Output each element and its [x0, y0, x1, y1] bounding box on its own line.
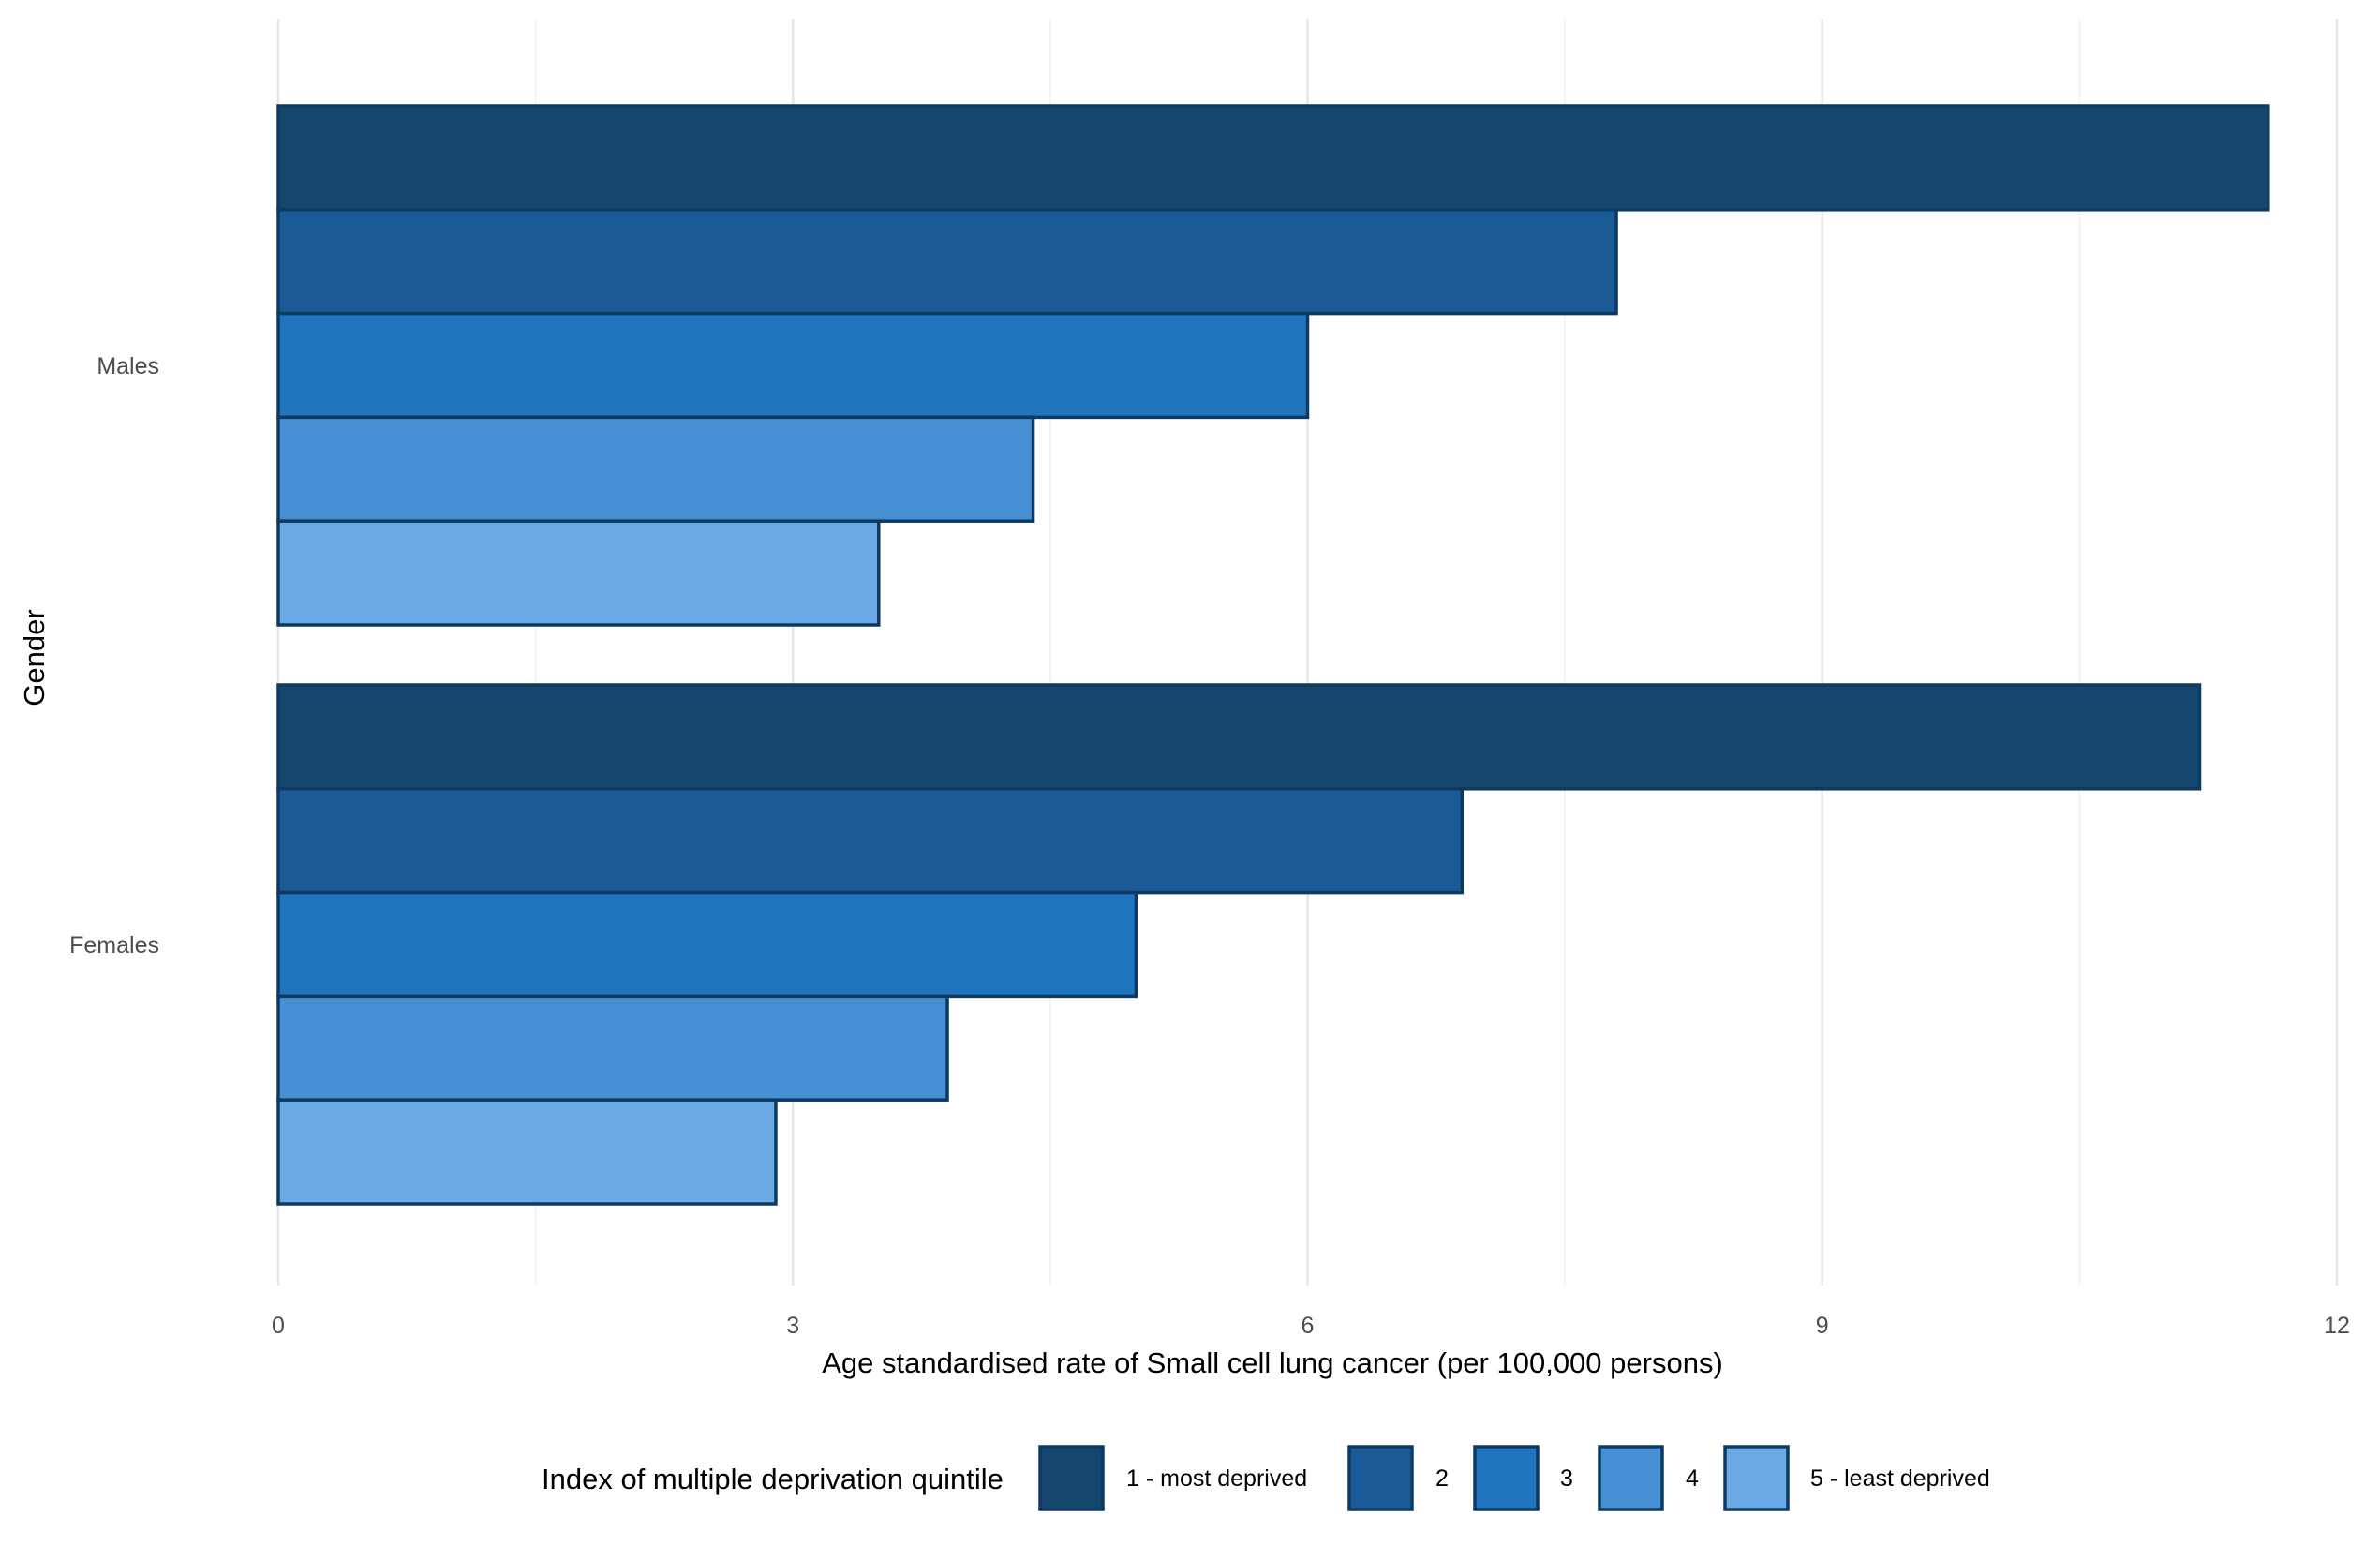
legend-key: [1347, 1445, 1414, 1511]
bar-females-1: [276, 683, 2202, 791]
bar-males-3: [276, 311, 1310, 420]
legend-key: [1473, 1445, 1540, 1511]
bar-males-5: [276, 519, 881, 627]
legend-label: 1 - most deprived: [1126, 1465, 1307, 1492]
bar-males-1: [276, 104, 2270, 212]
y-tick-labels: Males Females: [69, 353, 159, 959]
bar-group-females: [276, 683, 2202, 1206]
legend-items: 1 - most deprived 2 3 4 5 - least deprived: [1038, 1445, 1990, 1511]
legend-key: [1598, 1445, 1664, 1511]
legend-item: 2: [1347, 1445, 1449, 1511]
x-tick-label: 6: [1302, 1313, 1315, 1339]
legend-item: 5 - least deprived: [1723, 1445, 1990, 1511]
x-tick-label: 0: [272, 1313, 285, 1339]
bars: [276, 104, 2270, 1206]
legend-item: 3: [1473, 1445, 1573, 1511]
x-axis-title: Age standardised rate of Small cell lung…: [822, 1346, 1723, 1379]
legend-label: 2: [1435, 1465, 1449, 1492]
legend: Index of multiple deprivation quintile 1…: [542, 1445, 1990, 1511]
legend-key: [1723, 1445, 1790, 1511]
y-tick-label: Males: [97, 353, 159, 379]
x-tick-label: 3: [786, 1313, 799, 1339]
bar-females-4: [276, 994, 949, 1102]
legend-title: Index of multiple deprivation quintile: [542, 1463, 1004, 1495]
bar-males-2: [276, 208, 1618, 316]
legend-item: 4: [1598, 1445, 1699, 1511]
bar-males-4: [276, 415, 1035, 523]
bar-group-males: [276, 104, 2270, 627]
bar-females-2: [276, 787, 1465, 895]
x-tick-labels: 0 3 6 9 12: [272, 1313, 2350, 1339]
legend-label: 4: [1686, 1465, 1699, 1492]
legend-label: 3: [1560, 1465, 1573, 1492]
y-tick-label: Females: [69, 932, 159, 959]
x-tick-label: 9: [1816, 1313, 1829, 1339]
legend-label: 5 - least deprived: [1810, 1465, 1990, 1492]
y-axis-title: Gender: [18, 609, 51, 706]
x-tick-label: 12: [2324, 1313, 2350, 1339]
bar-females-3: [276, 890, 1138, 999]
legend-item: 1 - most deprived: [1038, 1445, 1307, 1511]
bar-females-5: [276, 1098, 778, 1206]
legend-key: [1038, 1445, 1105, 1511]
